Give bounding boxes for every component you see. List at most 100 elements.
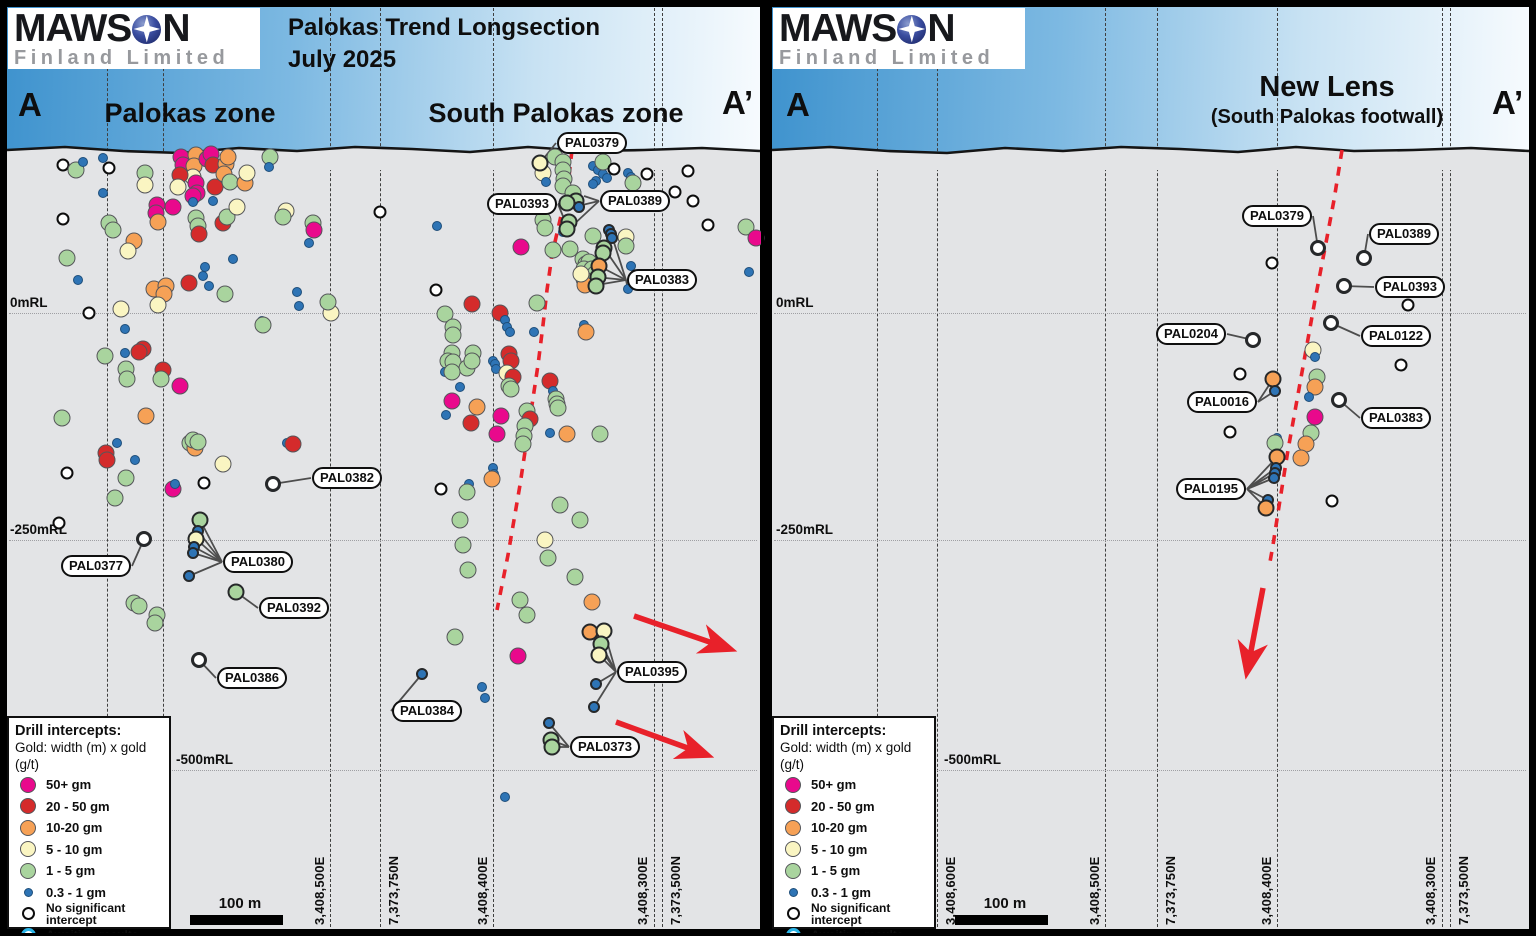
drill-intercept-point	[104, 221, 122, 239]
zone-heading-palokas: Palokas zone	[104, 98, 276, 128]
hole-label-pal0195: PAL0195	[1176, 478, 1246, 500]
drill-intercept-point	[53, 409, 71, 427]
drill-intercept-point	[572, 265, 590, 283]
scale-bar-label: 100 m	[218, 895, 262, 912]
hole-label-pal0392: PAL0392	[259, 597, 329, 619]
legend-item-label: 20 - 50 gm	[46, 798, 110, 814]
drill-intercept-point	[512, 238, 530, 256]
drill-intercept-point	[566, 568, 584, 586]
drill-intercept-point	[536, 531, 554, 549]
drill-intercept-point	[1245, 332, 1261, 348]
drill-intercept-point	[681, 164, 695, 178]
drill-intercept-point	[686, 194, 700, 208]
legend-item-m: 50+ gm	[15, 774, 163, 796]
drill-intercept-point	[640, 167, 654, 181]
logo-subtitle: Finland Limited	[779, 47, 995, 69]
drill-intercept-point	[432, 221, 442, 231]
legend-item-w: No significant intercept	[780, 900, 928, 927]
drill-intercept-point	[190, 225, 208, 243]
gridline-vertical	[1157, 8, 1158, 927]
drill-intercept-point	[543, 717, 555, 729]
hole-label-pal0373: PAL0373	[570, 736, 640, 758]
section-marker-aprime-left: A’	[722, 84, 754, 121]
legend-swatch-icon	[785, 798, 801, 815]
zone-heading-new-lens: New Lens (South Palokas footwall)	[1210, 71, 1444, 130]
logo-subtitle: Finland Limited	[14, 47, 230, 69]
drill-intercept-point	[488, 425, 506, 443]
drill-intercept-point	[189, 433, 207, 451]
drill-intercept-point	[590, 678, 602, 690]
drill-intercept-point	[463, 352, 481, 370]
drill-intercept-point	[118, 370, 136, 388]
drill-intercept-point	[514, 435, 532, 453]
title-line1: Palokas Trend Longsection	[288, 14, 601, 41]
drill-intercept-point	[136, 531, 152, 547]
drill-intercept-point	[227, 583, 245, 601]
legend-item-label: No significant intercept	[811, 900, 891, 927]
zone-heading-south-palokas: South Palokas zone	[428, 98, 684, 128]
drill-intercept-point	[294, 301, 304, 311]
drill-intercept-point	[305, 221, 323, 239]
elevation-label: 0mRL	[776, 295, 814, 310]
hole-label-pal0393: PAL0393	[487, 193, 557, 215]
legend-subtitle: Gold: width (m) x gold (g/t)	[15, 740, 147, 773]
drill-intercept-point	[573, 201, 585, 213]
globe-icon	[132, 14, 162, 44]
drill-intercept-point	[102, 161, 116, 175]
legend-title: Drill intercepts:	[780, 723, 887, 739]
logo-word-part2: N	[162, 7, 190, 50]
drill-intercept-point	[170, 479, 180, 489]
legend-swatch-icon	[23, 887, 33, 897]
drill-intercept-point	[112, 438, 122, 448]
drill-intercept-point	[416, 668, 428, 680]
drill-intercept-point	[146, 614, 164, 632]
hole-label-pal0389: PAL0389	[1369, 223, 1439, 245]
drill-intercept-point	[119, 242, 137, 260]
drill-intercept-point	[78, 157, 88, 167]
drill-intercept-point	[198, 271, 208, 281]
elevation-label: 0mRL	[10, 295, 48, 310]
drill-intercept-point	[590, 646, 608, 664]
legend-item-label: 5 - 10 gm	[811, 841, 868, 857]
elevation-gridline	[9, 313, 757, 314]
legend-item-w: No significant intercept	[15, 902, 163, 926]
drill-intercept-point	[228, 254, 238, 264]
drill-intercept-point	[458, 483, 476, 501]
new-lens-subtitle: (South Palokas footwall)	[1210, 105, 1444, 128]
legend-swatch-icon	[20, 776, 36, 793]
legend-item-label: 0.3 - 1 gm	[46, 884, 106, 900]
legend-items: 50+ gm 20 - 50 gm 10-20 gm 5 - 10 gm 1 - 5 g…	[15, 774, 163, 936]
hole-label-pal0377: PAL0377	[61, 555, 131, 577]
section-marker-a-left: A	[18, 86, 42, 123]
legend-item-m: 50+ gm	[780, 774, 928, 796]
legend-swatch-icon	[20, 798, 36, 815]
gridline-vertical	[163, 8, 164, 927]
mawson-logo: MAWS N Finland Limited	[8, 8, 260, 69]
legend-swatch-icon	[20, 819, 36, 836]
drill-intercept-point	[373, 205, 387, 219]
drill-intercept-point	[56, 212, 70, 226]
hole-label-pal0395: PAL0395	[617, 661, 687, 683]
drill-intercept-point	[73, 275, 83, 285]
drill-intercept-point	[1323, 315, 1339, 331]
drill-intercept-point	[284, 435, 302, 453]
drill-intercept-point	[82, 306, 96, 320]
drill-intercept-point	[197, 476, 211, 490]
drill-intercept-point	[204, 281, 214, 291]
drill-intercept-point	[701, 218, 715, 232]
drill-intercept-point	[208, 196, 218, 206]
drill-intercept-point	[1304, 392, 1314, 402]
drill-intercept-point	[443, 363, 461, 381]
legend-swatch-icon	[785, 862, 801, 879]
legend-item-label: 10-20 gm	[46, 820, 103, 836]
drill-intercept-point	[441, 410, 451, 420]
legend-swatch-icon	[20, 927, 36, 936]
drill-intercept-point	[1306, 408, 1324, 426]
scale-bar-right: 100 m	[955, 896, 1055, 925]
gridline-vertical	[877, 8, 878, 927]
drill-intercept-point	[106, 489, 124, 507]
drill-intercept-point	[120, 324, 130, 334]
drill-intercept-point	[502, 380, 520, 398]
legend-swatch-icon	[785, 841, 801, 858]
drill-intercept-point	[509, 647, 527, 665]
